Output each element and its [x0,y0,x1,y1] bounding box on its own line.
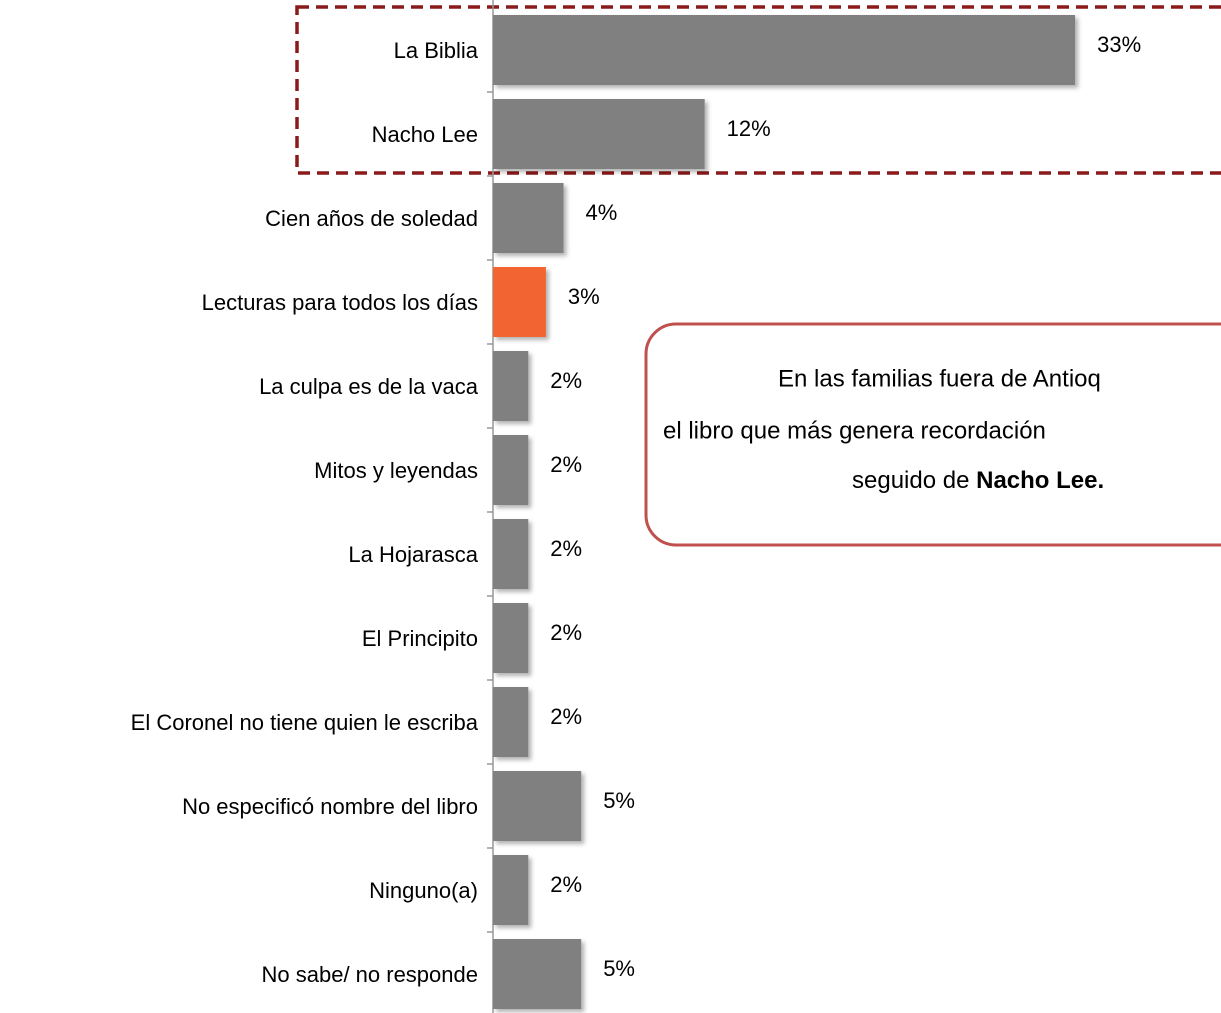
callout-line: En las familias fuera de Antioq [778,365,1101,392]
category-label: Cien años de soledad [265,206,478,231]
category-label: La culpa es de la vaca [259,374,479,399]
category-label: El Coronel no tiene quien le escriba [131,710,479,735]
value-label: 2% [550,452,582,477]
value-label: 2% [550,368,582,393]
callout-text: seguido de [852,467,976,494]
value-label: 33% [1097,32,1141,57]
value-label: 2% [550,704,582,729]
category-label: No sabe/ no responde [262,962,479,987]
bar [493,771,582,841]
category-label: No especificó nombre del libro [182,794,478,819]
value-label: 2% [550,536,582,561]
value-label: 2% [550,620,582,645]
callout-line: seguido de Nacho Lee. [852,467,1104,494]
bar [493,351,529,421]
value-label: 2% [550,872,582,897]
highlight-frame [295,5,1221,175]
value-label: 5% [603,956,635,981]
bar [493,687,529,757]
category-label: El Principito [362,626,478,651]
value-label: 5% [603,788,635,813]
bar [493,435,529,505]
category-label: Ninguno(a) [369,878,478,903]
bar [493,603,529,673]
bar [493,99,705,169]
bar [493,183,564,253]
callout-line: el libro que más genera recordación [663,417,1046,444]
callout-box [644,322,1221,547]
bar [493,267,546,337]
callout-bold: Nacho Lee. [976,467,1104,494]
category-label: Lecturas para todos los días [202,290,478,315]
bar [493,519,529,589]
bar [493,855,529,925]
category-label: La Biblia [394,38,479,63]
bar [493,15,1076,85]
category-label: Mitos y leyendas [314,458,478,483]
category-label: Nacho Lee [372,122,478,147]
value-label: 4% [586,200,618,225]
value-label: 12% [727,116,771,141]
category-label: La Hojarasca [348,542,478,567]
value-label: 3% [568,284,600,309]
bar [493,939,582,1009]
